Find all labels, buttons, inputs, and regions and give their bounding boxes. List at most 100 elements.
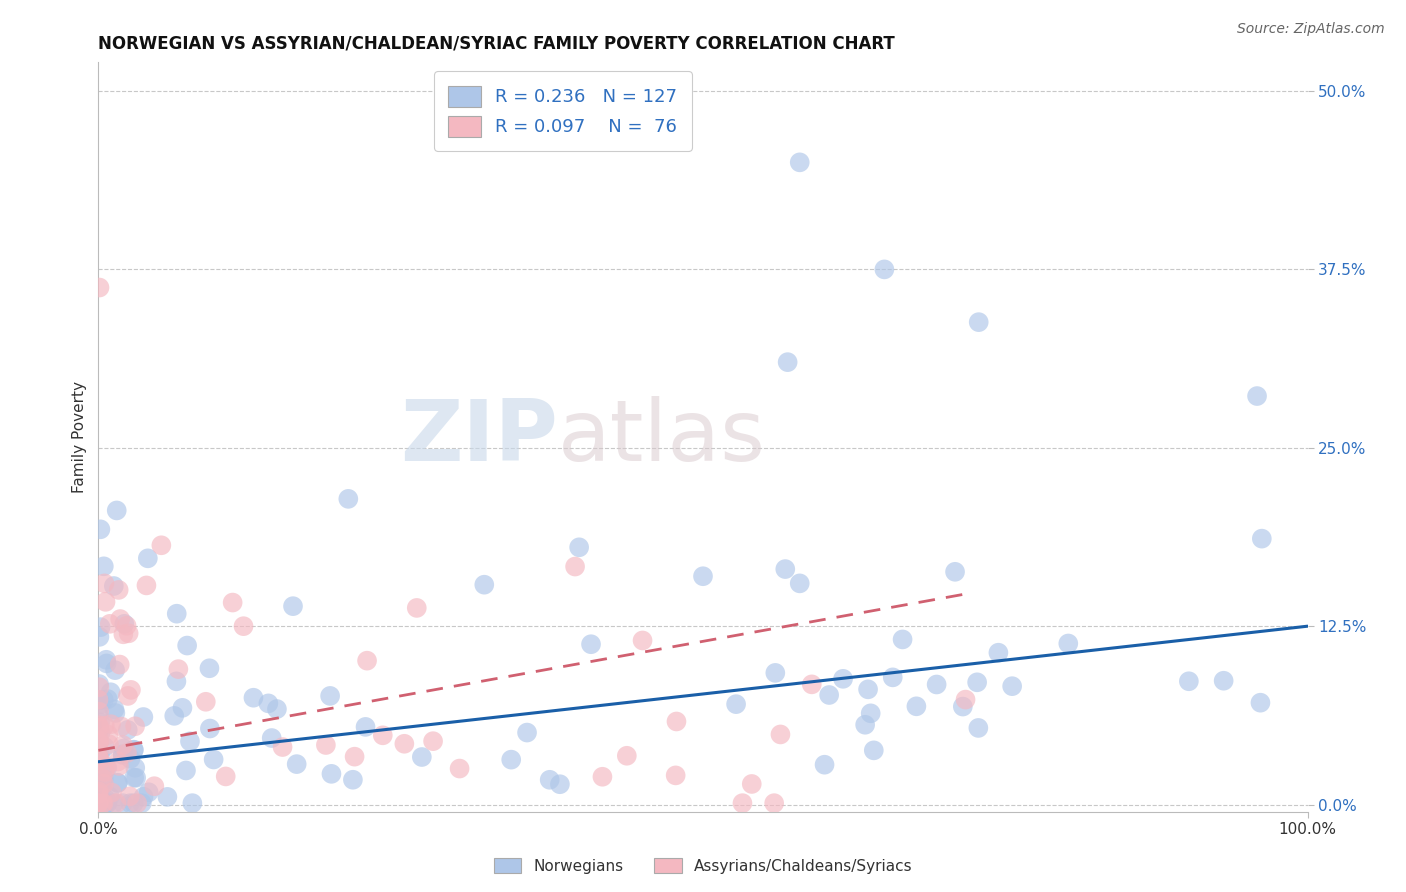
Point xyxy=(143,779,166,793)
Point xyxy=(93,796,115,810)
Point xyxy=(411,750,433,764)
Point xyxy=(91,771,114,785)
Point xyxy=(1250,532,1272,546)
Point xyxy=(1001,679,1024,693)
Point xyxy=(107,755,129,769)
Text: Source: ZipAtlas.com: Source: ZipAtlas.com xyxy=(1237,22,1385,37)
Point xyxy=(166,607,188,621)
Point xyxy=(692,569,714,583)
Point xyxy=(108,759,131,773)
Point xyxy=(122,742,145,756)
Point xyxy=(1246,389,1268,403)
Point xyxy=(194,695,217,709)
Point xyxy=(124,719,146,733)
Point xyxy=(356,654,378,668)
Point xyxy=(89,747,111,762)
Point xyxy=(179,734,201,748)
Point xyxy=(202,752,225,766)
Point xyxy=(87,677,110,691)
Point xyxy=(853,718,876,732)
Point xyxy=(110,720,132,734)
Point xyxy=(107,582,129,597)
Point xyxy=(117,723,139,737)
Point xyxy=(955,692,977,706)
Point xyxy=(100,685,122,699)
Point xyxy=(131,796,153,810)
Point xyxy=(87,771,110,785)
Point xyxy=(87,692,110,706)
Point xyxy=(776,355,799,369)
Point xyxy=(198,661,221,675)
Point xyxy=(94,796,117,810)
Point xyxy=(789,576,811,591)
Point xyxy=(859,706,882,721)
Point xyxy=(763,665,786,680)
Point xyxy=(813,757,835,772)
Point xyxy=(97,692,120,706)
Point xyxy=(725,697,748,711)
Point xyxy=(87,789,110,804)
Point xyxy=(98,616,121,631)
Point xyxy=(967,721,990,735)
Point xyxy=(90,780,112,794)
Point xyxy=(91,762,114,776)
Legend: R = 0.236   N = 127, R = 0.097    N =  76: R = 0.236 N = 127, R = 0.097 N = 76 xyxy=(434,71,692,151)
Point xyxy=(122,771,145,785)
Point xyxy=(103,579,125,593)
Point xyxy=(107,775,129,789)
Point xyxy=(856,682,879,697)
Point xyxy=(87,693,110,707)
Point xyxy=(98,789,121,804)
Point xyxy=(337,491,360,506)
Point xyxy=(112,741,135,756)
Point xyxy=(115,619,138,633)
Point xyxy=(731,796,754,810)
Point xyxy=(87,708,110,723)
Point xyxy=(112,627,135,641)
Point xyxy=(631,633,654,648)
Point xyxy=(112,616,135,631)
Point xyxy=(96,653,118,667)
Point xyxy=(103,796,125,810)
Point xyxy=(132,710,155,724)
Point xyxy=(281,599,304,614)
Point xyxy=(89,630,111,644)
Point xyxy=(94,719,117,733)
Point xyxy=(987,646,1010,660)
Point xyxy=(90,697,112,711)
Point xyxy=(91,796,114,810)
Point xyxy=(97,796,120,810)
Point xyxy=(87,723,110,737)
Point xyxy=(215,769,238,783)
Text: NORWEGIAN VS ASSYRIAN/CHALDEAN/SYRIAC FAMILY POVERTY CORRELATION CHART: NORWEGIAN VS ASSYRIAN/CHALDEAN/SYRIAC FA… xyxy=(98,35,896,53)
Point xyxy=(115,746,138,760)
Point xyxy=(564,559,586,574)
Point xyxy=(967,315,990,329)
Point xyxy=(1057,636,1080,650)
Point xyxy=(103,702,125,716)
Point xyxy=(405,601,427,615)
Point xyxy=(775,562,797,576)
Point xyxy=(832,672,855,686)
Point xyxy=(87,736,110,750)
Point xyxy=(97,728,120,742)
Point xyxy=(87,718,110,732)
Point xyxy=(321,767,343,781)
Point xyxy=(943,565,966,579)
Point xyxy=(89,680,111,694)
Point xyxy=(616,748,638,763)
Point xyxy=(167,662,190,676)
Point xyxy=(472,577,495,591)
Point xyxy=(96,761,118,775)
Point xyxy=(174,764,197,778)
Point xyxy=(107,776,129,790)
Point xyxy=(371,728,394,742)
Point xyxy=(124,761,146,775)
Point xyxy=(90,796,112,810)
Point xyxy=(111,796,134,810)
Point xyxy=(665,768,688,782)
Point xyxy=(221,596,243,610)
Point xyxy=(165,674,187,689)
Point xyxy=(800,677,823,691)
Point xyxy=(104,663,127,677)
